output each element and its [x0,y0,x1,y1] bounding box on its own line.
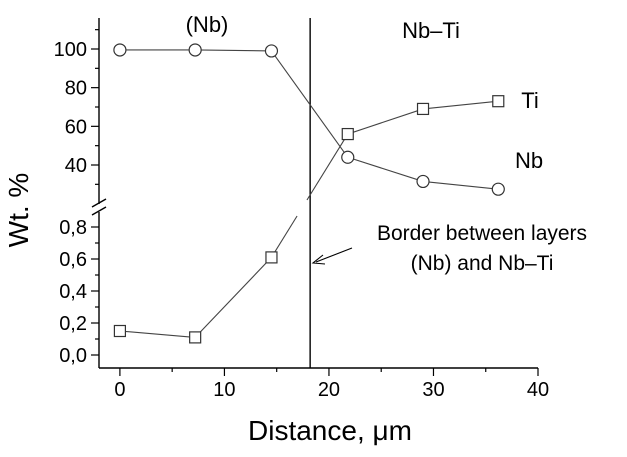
series-layer [113,43,505,344]
y-lower-tick-label: 0,8 [59,217,87,239]
annotation-arrow-head [311,254,326,265]
series-ti-point [341,127,354,141]
annotation-arrow-shaft [315,247,353,263]
x-axis-label: Distance, μm [248,415,412,446]
series-nb-point [264,44,279,58]
border-annotation-line1: Border between layers [377,222,587,245]
region-label-nbti: Nb–Ti [402,18,460,43]
series-ti-point [492,95,505,108]
axes: 40 60 80 100 0,0 0,2 0,4 0,6 0,8 0 10 20 30 40 [54,18,549,401]
y-upper-tick-label: 40 [65,155,87,177]
series-nb-segment [347,156,424,182]
x-tick-label: 20 [318,379,340,401]
series-nb-segment [271,50,349,158]
series-ti-point [189,331,202,344]
series-ti-point [113,324,127,338]
series-nb-point [491,182,505,196]
border-annotation-line2: (Nb) and Nb–Ti [411,252,554,275]
x-tick-label: 30 [422,379,444,401]
y-upper-tick-label: 100 [54,39,87,61]
series-nb-point [113,43,127,57]
y-lower-tick-label: 0,2 [59,313,87,335]
series-ti-point [265,251,278,264]
series-ti-segment [270,215,298,258]
axis-break-mark-top [91,198,107,208]
y-upper-tick-label: 80 [65,78,87,100]
series-nb-point [416,174,430,189]
series-ti-segment [306,133,349,201]
x-tick-label: 0 [114,379,125,401]
series-nb-point [341,150,355,164]
series-nb-point [188,43,202,57]
y-lower-tick-label: 0,4 [59,281,87,303]
series-ti-point [416,102,430,116]
series-ti-segment [347,108,424,135]
series-ti-segment [119,330,196,338]
y-upper-tick-label: 60 [65,116,87,138]
series-label-ti: Ti [521,88,539,113]
axis-break-mark-bottom [91,206,107,216]
x-tick-label: 10 [213,379,235,401]
region-label-nb: (Nb) [186,12,229,37]
series-ti-segment [194,257,272,338]
series-nb-segment [422,180,499,190]
x-tick-label: 40 [527,379,549,401]
y-lower-tick-label: 0,6 [59,249,87,271]
y-lower-tick-label: 0,0 [59,345,87,367]
series-nb-segment [195,49,272,52]
series-ti-segment [422,100,499,110]
y-axis-label: Wt. % [3,173,34,248]
series-label-nb: Nb [515,148,543,173]
